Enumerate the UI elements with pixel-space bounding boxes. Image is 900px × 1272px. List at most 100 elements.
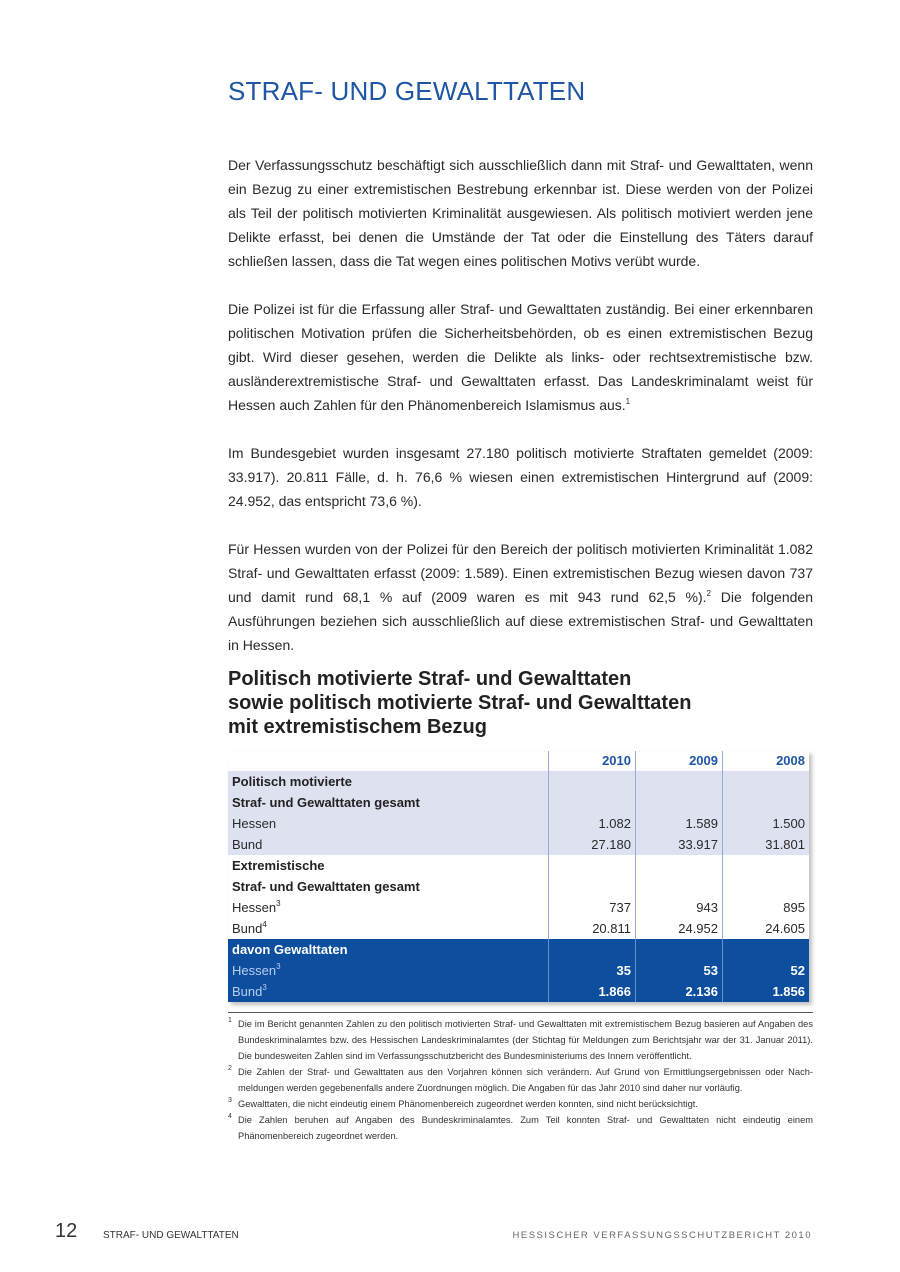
footnote: 2 Die Zahlen der Straf- und Gewalttaten a… xyxy=(228,1064,813,1096)
paragraph-text: Die Polizei ist für die Erfassung aller … xyxy=(228,301,813,413)
paragraph-text: Die folgenden Ausführungen beziehen sich… xyxy=(228,589,813,653)
footnote-ref: 2 xyxy=(706,589,711,598)
group-title: Politisch motivierte xyxy=(228,771,549,792)
row-label-text: Bund xyxy=(232,920,263,936)
year-header: 2008 xyxy=(722,751,809,771)
empty-cell xyxy=(635,876,723,897)
value-cell: 943 xyxy=(635,897,723,918)
group-title: Extremistische xyxy=(228,855,549,876)
value-cell: 35 xyxy=(548,960,636,981)
value-cell: 1.082 xyxy=(548,813,636,834)
empty-cell xyxy=(722,771,809,792)
paragraph: Im Bundesgebiet wurden insgesamt 27.180 … xyxy=(228,441,813,513)
footnote-ref: 3 xyxy=(276,898,281,908)
table-row: Bund 27.180 33.917 31.801 xyxy=(228,834,809,855)
table-row: Hessen3 35 53 52 xyxy=(228,960,809,981)
empty-cell xyxy=(635,855,723,876)
statistics-table: 2010 2009 2008 Politisch motivierte Straf… xyxy=(228,751,809,1002)
value-cell: 1.866 xyxy=(548,981,636,1002)
footnote: 3 Gewalttaten, die nicht eindeutig einem … xyxy=(228,1096,813,1112)
empty-cell xyxy=(635,939,723,960)
footnote: 1 Die im Bericht genannten Zahlen zu den … xyxy=(228,1016,813,1064)
paragraph-text: Der Verfassungsschutz beschäftigt sich a… xyxy=(228,157,813,269)
empty-cell xyxy=(548,876,636,897)
footnote-mark: 1 xyxy=(228,1017,232,1024)
value-cell: 1.589 xyxy=(635,813,723,834)
heading-line: sowie politisch motivierte Straf- und Ge… xyxy=(228,692,692,714)
table-row: Hessen 1.082 1.589 1.500 xyxy=(228,813,809,834)
value-cell: 24.605 xyxy=(722,918,809,939)
group-title-row: Extremistische xyxy=(228,855,809,876)
value-cell: 33.917 xyxy=(635,834,723,855)
empty-cell xyxy=(722,855,809,876)
paragraph: Der Verfassungsschutz beschäftigt sich a… xyxy=(228,153,813,273)
group-title: davon Gewalttaten xyxy=(228,939,549,960)
value-cell: 27.180 xyxy=(548,834,636,855)
footnote: 4 Die Zahlen beruhen auf Angaben des Bund… xyxy=(228,1112,813,1144)
group-title-row: Straf- und Gewalttaten gesamt xyxy=(228,792,809,813)
footnote-text: Die Zahlen der Straf- und Gewalttaten au… xyxy=(238,1067,813,1093)
footnotes: 1 Die im Bericht genannten Zahlen zu den … xyxy=(228,1012,813,1144)
value-cell: 1.500 xyxy=(722,813,809,834)
empty-cell xyxy=(548,855,636,876)
value-cell: 2.136 xyxy=(635,981,723,1002)
empty-cell xyxy=(722,792,809,813)
group-title: Straf- und Gewalttaten gesamt xyxy=(228,876,549,897)
table-row: Bund4 20.811 24.952 24.605 xyxy=(228,918,809,939)
footnote-text: Gewalttaten, die nicht eindeutig einem P… xyxy=(238,1099,698,1109)
page-content: STRAF- UND GEWALTTATEN Der Verfassungssc… xyxy=(228,76,813,1144)
footnote-mark: 4 xyxy=(228,1113,232,1120)
page-number: 12 xyxy=(55,1220,78,1242)
group-title: Straf- und Gewalttaten gesamt xyxy=(228,792,549,813)
row-label: Hessen3 xyxy=(228,897,549,918)
footnote-ref: 4 xyxy=(262,919,267,929)
heading-line: Politisch motivierte Straf- und Gewaltta… xyxy=(228,668,632,690)
paragraph: Für Hessen wurden von der Polizei für de… xyxy=(228,537,813,657)
row-label-text: Hessen xyxy=(232,815,277,831)
empty-cell xyxy=(548,939,636,960)
value-cell: 52 xyxy=(722,960,809,981)
footnote-mark: 2 xyxy=(228,1065,232,1072)
row-label: Bund xyxy=(228,834,549,855)
value-cell: 53 xyxy=(635,960,723,981)
table-row: Bund3 1.866 2.136 1.856 xyxy=(228,981,809,1002)
row-label-text: Bund xyxy=(232,836,263,852)
page-title: STRAF- UND GEWALTTATEN xyxy=(228,76,586,106)
footnote-ref: 3 xyxy=(262,982,267,992)
paragraph-text: Für Hessen wurden von der Polizei für de… xyxy=(228,541,813,605)
group-title-row: Straf- und Gewalttaten gesamt xyxy=(228,876,809,897)
empty-cell xyxy=(635,792,723,813)
header-empty xyxy=(228,751,549,771)
table-header-row: 2010 2009 2008 xyxy=(228,751,809,771)
value-cell: 895 xyxy=(722,897,809,918)
row-label-text: Hessen xyxy=(232,899,277,915)
body-text: Der Verfassungsschutz beschäftigt sich a… xyxy=(228,153,813,657)
empty-cell xyxy=(548,771,636,792)
empty-cell xyxy=(548,792,636,813)
row-label: Bund4 xyxy=(228,918,549,939)
year-header: 2009 xyxy=(635,751,723,771)
empty-cell xyxy=(722,876,809,897)
paragraph: Die Polizei ist für die Erfassung aller … xyxy=(228,297,813,417)
group-title-row: Politisch motivierte xyxy=(228,771,809,792)
footnote-ref: 1 xyxy=(625,397,631,406)
value-cell: 31.801 xyxy=(722,834,809,855)
row-label: Hessen xyxy=(228,813,549,834)
empty-cell xyxy=(635,771,723,792)
row-label: Hessen3 xyxy=(228,960,549,981)
footer-publication: HESSISCHER VERFASSUNGSSCHUTZBERICHT 2010 xyxy=(512,1230,812,1241)
row-label-text: Hessen xyxy=(232,962,277,978)
table-heading: Politisch motivierte Straf- und Gewaltta… xyxy=(228,667,813,739)
heading-line: mit extremistischem Bezug xyxy=(228,716,487,738)
value-cell: 20.811 xyxy=(548,918,636,939)
footnote-ref: 3 xyxy=(276,961,281,971)
footnote-text: Die im Bericht genannten Zahlen zu den p… xyxy=(238,1019,813,1061)
row-label: Bund3 xyxy=(228,981,549,1002)
footnote-text: Die Zahlen beruhen auf Angaben des Bunde… xyxy=(238,1115,813,1141)
table-row: Hessen3 737 943 895 xyxy=(228,897,809,918)
paragraph-text: Im Bundesgebiet wurden insgesamt 27.180 … xyxy=(228,445,813,509)
group-title-row: davon Gewalttaten xyxy=(228,939,809,960)
value-cell: 1.856 xyxy=(722,981,809,1002)
footer-section: STRAF- UND GEWALTTATEN xyxy=(103,1230,239,1241)
